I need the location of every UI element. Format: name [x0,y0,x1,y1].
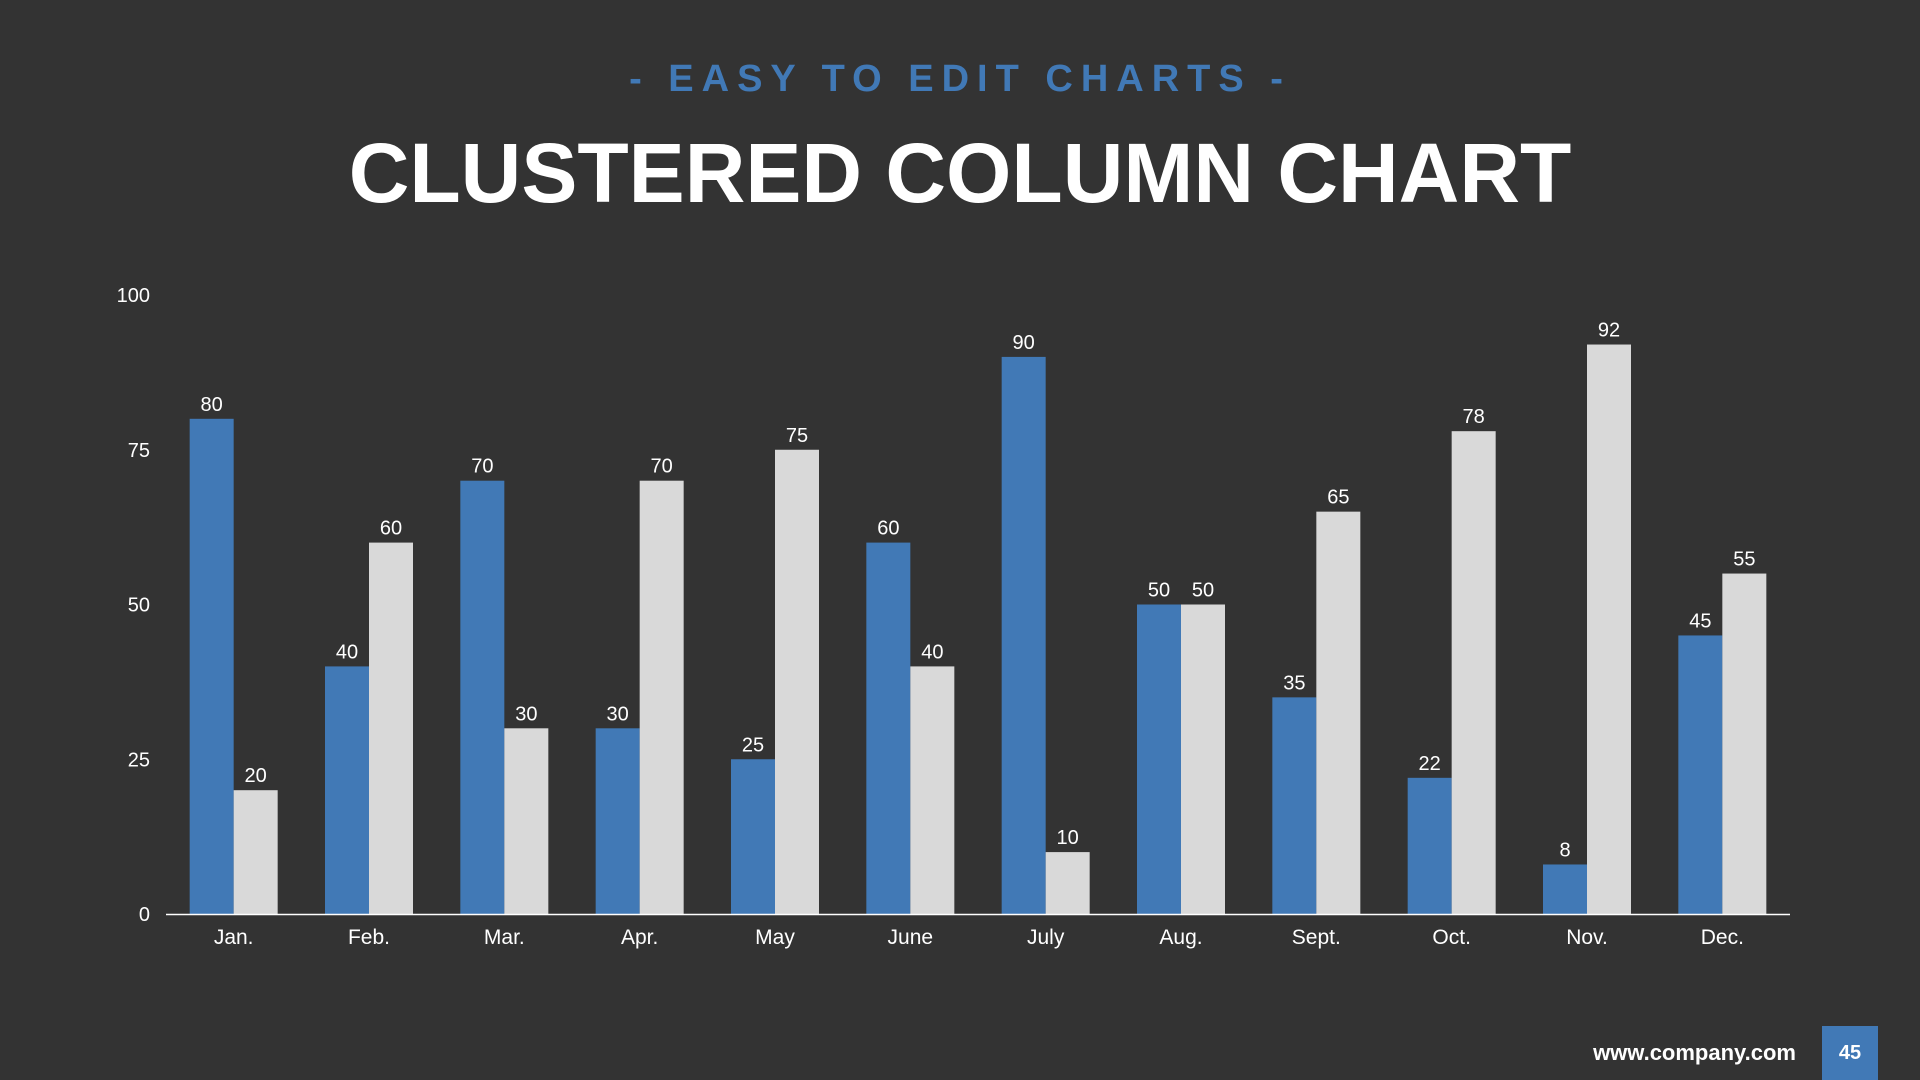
y-tick-label: 0 [139,904,150,926]
bar-series-2 [1181,604,1225,914]
x-tick-label: Aug. [1159,926,1202,949]
bar-series-2 [233,790,278,914]
data-label: 92 [1598,320,1620,342]
bar-series-1 [1001,356,1046,914]
data-label: 75 [786,425,808,447]
y-tick-label: 50 [128,595,150,617]
data-label: 65 [1327,487,1349,509]
page-number-badge: 45 [1822,1026,1878,1080]
data-label: 40 [336,641,358,663]
bar-series-1 [1678,635,1723,914]
bar-series-2 [504,728,549,914]
x-tick-label: Nov. [1566,926,1608,949]
data-label: 90 [1013,332,1035,354]
data-label: 55 [1733,549,1755,571]
bar-series-1 [1543,864,1587,914]
bar-series-2 [1316,511,1361,914]
x-tick-label: May [755,926,795,949]
footer-url[interactable]: www.company.com [1593,1040,1796,1065]
data-label: 60 [877,518,899,540]
bar-series-2 [1045,852,1090,914]
bar-series-1 [1272,697,1317,914]
x-tick-label: Sept. [1292,926,1341,949]
data-label: 35 [1283,672,1305,694]
bar-series-2 [775,449,819,914]
data-label: 50 [1192,580,1214,602]
data-label: 70 [651,456,673,478]
bar-series-1 [1137,604,1181,914]
data-label: 30 [515,703,537,725]
data-label: 78 [1463,406,1485,428]
bar-series-2 [369,542,413,914]
x-tick-label: July [1027,926,1065,949]
x-tick-label: June [888,926,934,949]
x-tick-label: Mar. [484,926,525,949]
data-label: 70 [471,456,493,478]
y-tick-label: 75 [128,440,150,462]
data-label: 50 [1148,580,1170,602]
page-number: 45 [1838,1041,1862,1064]
bar-series-2 [1722,573,1767,914]
data-label: 20 [245,765,267,787]
data-label: 25 [742,734,764,756]
y-tick-label: 25 [128,749,150,771]
bar-series-1 [731,759,775,914]
data-label: 45 [1689,610,1711,632]
slide-title: CLUSTERED COLUMN CHART [348,126,1572,220]
bar-series-2 [1451,431,1496,914]
bar-series-1 [595,728,640,914]
x-tick-label: Oct. [1432,926,1471,949]
bar-series-1 [866,542,911,914]
x-tick-label: Apr. [621,926,658,949]
bar-series-1 [460,480,505,914]
data-label: 30 [607,703,629,725]
data-label: 10 [1057,827,1079,849]
bar-series-2 [639,480,684,914]
data-label: 8 [1559,839,1570,861]
bar-series-1 [325,666,369,914]
data-label: 40 [921,641,943,663]
bar-series-1 [189,418,234,914]
x-tick-label: Feb. [348,926,390,949]
bar-series-1 [1407,777,1452,914]
bar-series-2 [910,666,955,914]
data-label: 80 [201,394,223,416]
x-tick-label: Jan. [214,926,254,949]
slide-subtitle: - EASY TO EDIT CHARTS - [629,58,1291,100]
x-tick-label: Dec. [1701,926,1744,949]
bar-series-2 [1587,344,1631,914]
clustered-column-chart: 0 25 50 75 100 80 20 Jan. 40 60 Feb. 70 30 Mar. 30 70 Ap… [117,285,1790,949]
y-tick-label: 100 [117,285,150,307]
data-label: 22 [1419,753,1441,775]
data-label: 60 [380,518,402,540]
